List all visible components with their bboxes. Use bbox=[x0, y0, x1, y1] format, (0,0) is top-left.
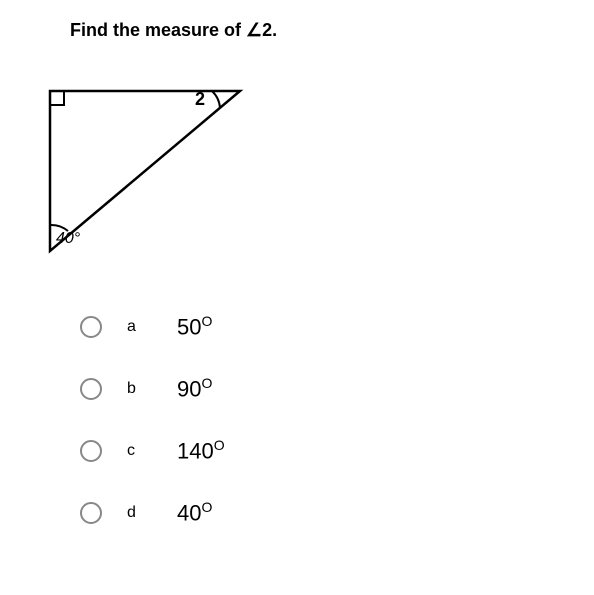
angle-2-arc bbox=[212, 91, 220, 108]
angle-40-label: 40° bbox=[56, 230, 81, 247]
option-row-b[interactable]: b 90O bbox=[80, 373, 554, 405]
option-value-d: 40O bbox=[177, 499, 212, 526]
option-row-c[interactable]: c 140O bbox=[80, 435, 554, 467]
question-target: 2. bbox=[262, 20, 277, 40]
option-letter-c: c bbox=[127, 442, 157, 460]
angle-2-label: 2 bbox=[195, 89, 205, 109]
option-letter-d: d bbox=[127, 504, 157, 522]
option-row-d[interactable]: d 40O bbox=[80, 497, 554, 529]
radio-button-b[interactable] bbox=[80, 378, 102, 400]
question-title: Find the measure of ∠2. bbox=[70, 20, 554, 41]
triangle-diagram: 2 40° bbox=[40, 81, 290, 261]
radio-button-d[interactable] bbox=[80, 502, 102, 524]
question-prefix: Find the measure of bbox=[70, 20, 246, 40]
option-value-c: 140O bbox=[177, 437, 225, 464]
radio-button-a[interactable] bbox=[80, 316, 102, 338]
option-row-a[interactable]: a 50O bbox=[80, 311, 554, 343]
right-angle-marker bbox=[50, 91, 64, 105]
triangle-svg: 2 40° bbox=[40, 81, 290, 261]
options-container: a 50O b 90O c 140O d 40O bbox=[80, 311, 554, 529]
option-value-b: 90O bbox=[177, 375, 212, 402]
triangle-shape bbox=[50, 91, 240, 251]
option-letter-b: b bbox=[127, 380, 157, 398]
option-value-a: 50O bbox=[177, 313, 212, 340]
option-letter-a: a bbox=[127, 318, 157, 336]
radio-button-c[interactable] bbox=[80, 440, 102, 462]
angle-symbol: ∠ bbox=[246, 20, 262, 40]
